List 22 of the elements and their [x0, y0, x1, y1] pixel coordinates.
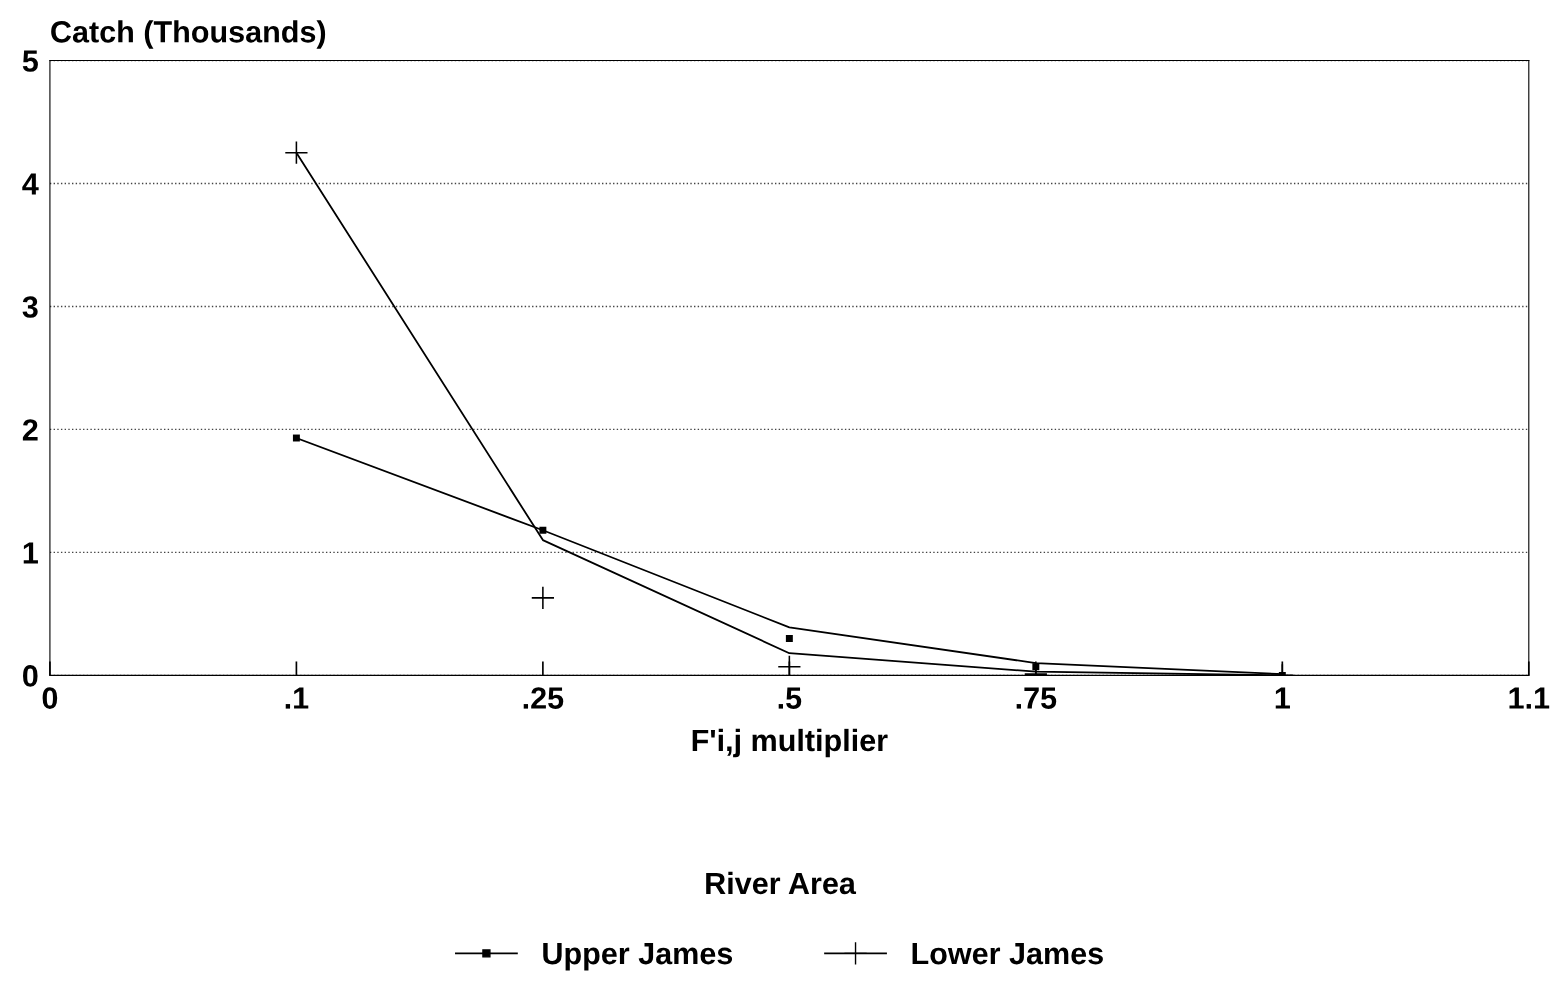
y-tick-label: 4 — [22, 173, 39, 195]
point — [778, 655, 801, 676]
point — [531, 586, 554, 609]
x-tick-label: .25 — [523, 687, 564, 709]
point — [785, 634, 793, 642]
x-tick-label: 1.1 — [1509, 687, 1550, 709]
x-tick-label: 0 — [42, 687, 58, 709]
legend-label: Upper James — [543, 943, 733, 971]
y-tick-label: 5 — [22, 50, 38, 72]
y-axis-title: Catch (Thousands) — [51, 20, 326, 49]
y-tick-label: 0 — [23, 665, 38, 687]
x-tick-label: .75 — [1016, 687, 1057, 709]
x-tick-label: .1 — [285, 687, 309, 709]
y-tick-label: 2 — [22, 419, 38, 441]
legend-label: Lower James — [912, 943, 1103, 965]
legend-title: River Area — [706, 871, 857, 895]
y-tick-label: 3 — [22, 296, 38, 318]
x-tick-label: .5 — [778, 687, 802, 709]
y-tick-label: 1 — [23, 542, 38, 564]
x-axis-title: F'i,j multiplier — [692, 728, 888, 758]
point — [539, 526, 547, 534]
x-tick-label: 1 — [1275, 687, 1290, 709]
